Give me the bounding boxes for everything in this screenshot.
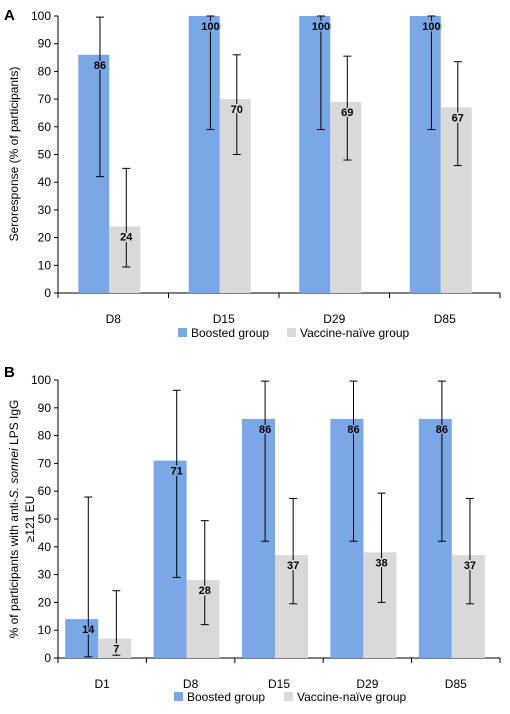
y-axis-label: Seroresponse (% of participants) (7, 67, 21, 242)
y-tick-label: 30 (38, 203, 52, 217)
data-label: 14 (82, 624, 95, 636)
bar (330, 101, 362, 294)
y-tick-label: 0 (44, 651, 51, 665)
bar (275, 555, 308, 658)
y-tick-label: 20 (38, 231, 52, 245)
bar (109, 226, 141, 293)
x-tick-label: D85 (434, 312, 456, 326)
y-tick-label: 0 (44, 286, 51, 300)
data-label: 28 (199, 585, 211, 597)
y-axis-label-line2: ≥121 EU (23, 496, 37, 543)
data-label: 37 (464, 560, 476, 572)
x-tick-label: D29 (323, 312, 345, 326)
data-label: 86 (94, 60, 106, 72)
y-tick-label: 80 (38, 64, 52, 78)
x-tick-label: D15 (268, 677, 290, 691)
data-label: 67 (452, 112, 464, 124)
y-tick-label: 60 (38, 484, 52, 498)
bar (188, 16, 220, 293)
bar (299, 16, 331, 293)
y-tick-label: 50 (38, 148, 52, 162)
bar (242, 418, 275, 658)
bar (98, 638, 132, 658)
x-tick-label: D15 (213, 312, 235, 326)
legend-entry: Boosted group (187, 690, 265, 704)
y-tick-label: 10 (38, 623, 52, 637)
bar (363, 552, 397, 658)
bar (186, 580, 220, 658)
y-tick-label: 100 (31, 9, 51, 23)
legend-swatch (174, 692, 183, 701)
bar (451, 555, 485, 658)
data-label: 38 (375, 557, 387, 569)
data-label: 37 (287, 560, 299, 572)
data-label: 69 (341, 107, 353, 119)
legend-entry: Boosted group (191, 326, 269, 340)
bar (418, 418, 452, 658)
y-axis-label: % of participants with anti-S. sonnei LP… (7, 400, 21, 639)
y-tick-label: 40 (38, 540, 52, 554)
x-tick-label: D8 (106, 312, 122, 326)
data-label: 71 (171, 466, 183, 478)
legend-entry: Vaccine-naïve group (300, 326, 410, 340)
x-tick-label: D29 (356, 677, 378, 691)
legend-entry: Vaccine-naïve group (297, 690, 407, 704)
y-tick-label: 50 (38, 512, 52, 526)
legend-swatch (284, 692, 293, 701)
y-tick-label: 20 (38, 595, 52, 609)
bar (219, 99, 251, 293)
data-label: 86 (436, 424, 448, 436)
bar (78, 54, 110, 293)
data-label: 86 (347, 424, 359, 436)
y-tick-label: 100 (31, 373, 51, 387)
y-tick-label: 90 (38, 37, 52, 51)
panel-label: B (4, 364, 15, 381)
bar (330, 418, 364, 658)
y-tick-label: 40 (38, 175, 52, 189)
legend-swatch (287, 328, 296, 337)
legend-swatch (178, 328, 187, 337)
data-label: 100 (312, 21, 330, 33)
y-tick-label: 70 (38, 92, 52, 106)
y-tick-label: 80 (38, 429, 52, 443)
y-tick-label: 30 (38, 568, 52, 582)
panel-label: A (4, 7, 15, 24)
x-tick-label: D85 (445, 677, 467, 691)
y-tick-label: 10 (38, 258, 52, 272)
x-tick-label: D1 (95, 677, 111, 691)
x-tick-label: D8 (183, 677, 199, 691)
bar (409, 16, 441, 293)
bar (153, 460, 187, 658)
y-tick-label: 70 (38, 456, 52, 470)
data-label: 100 (422, 21, 440, 33)
data-label: 7 (113, 644, 119, 656)
data-label: 86 (259, 424, 271, 436)
chart-panel-a: A 0 10 20 30 40 50 60 70 80 90 100 D8 86 24 D15 100 70 D29… (4, 7, 501, 340)
bar (440, 107, 472, 293)
data-label: 24 (120, 232, 133, 244)
y-tick-label: 90 (38, 401, 52, 415)
data-label: 70 (231, 104, 243, 116)
chart-panel-b: B 0 10 20 30 40 50 60 70 80 90 100 D1 14 7 D8 71 28 D15 86 3… (4, 364, 501, 704)
data-label: 100 (201, 21, 219, 33)
bar (65, 619, 99, 658)
y-tick-label: 60 (38, 120, 52, 134)
